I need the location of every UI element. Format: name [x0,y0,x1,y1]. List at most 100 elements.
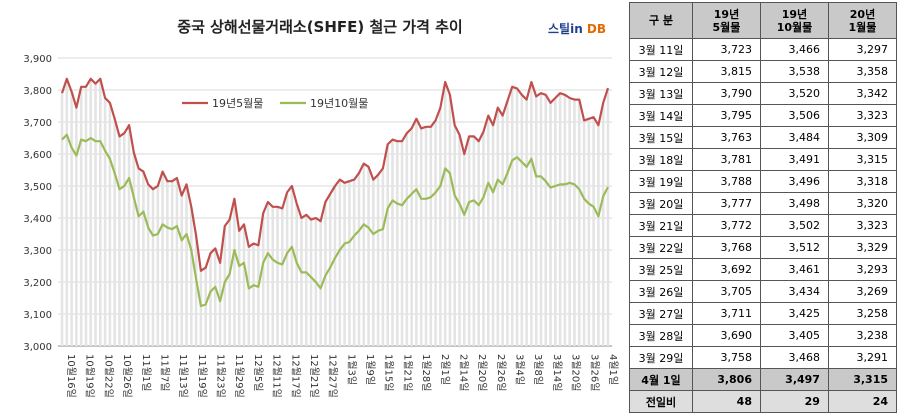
background-bar [348,181,351,346]
date-cell: 3월 13일 [629,82,693,105]
x-tick-label: 1월21일 [401,354,413,392]
y-tick-label: 3,700 [23,118,52,129]
price-cell: 3,358 [827,60,897,83]
background-bar [228,219,231,346]
background-bar [362,163,366,346]
background-bar [333,186,337,346]
background-bar [161,171,164,346]
date-cell: 4월 1일 [629,368,693,391]
price-cell: 3,434 [759,280,829,303]
diff-row: 전일비 48 29 24 [629,390,897,413]
x-tick-label: 10월19일 [84,354,96,398]
background-bar [213,248,217,346]
background-bar [458,134,461,346]
series-line-2 [61,133,609,308]
date-cell: 전일비 [629,390,693,413]
background-bar [491,125,495,346]
price-cell: 3,491 [759,148,829,171]
background-bar [573,99,576,346]
column-header: 구 분 [629,2,693,39]
background-bar [199,270,203,346]
column-header: 19년 5월물 [692,2,761,39]
price-cell: 3,315 [827,148,897,171]
price-cell: 3,502 [759,214,829,237]
price-cell: 3,758 [692,346,761,369]
date-cell: 3월 25일 [629,258,693,281]
date-cell: 3월 26일 [629,280,693,303]
background-bar [137,168,140,346]
price-cell: 3,461 [759,258,829,281]
background-bar [534,96,538,347]
price-cell: 3,497 [759,368,829,391]
background-bar [142,171,145,346]
x-tick-label: 3월26일 [588,354,600,392]
price-cell: 3,690 [692,324,761,347]
date-cell: 3월 11일 [629,38,693,61]
date-cell: 3월 18일 [629,148,693,171]
price-cell: 3,315 [827,368,897,391]
x-tick-label: 12월21일 [308,354,320,398]
x-tick-label: 11월13일 [177,354,189,398]
background-bar [429,126,433,346]
background-bar [587,118,591,346]
table-row: 3월 12일 3,815 3,538 3,358 [629,60,897,83]
background-bar [439,107,442,346]
background-bar [132,152,136,346]
x-tick-label: 1월15일 [383,354,395,392]
x-tick-label: 1월3일 [345,354,357,385]
price-cell: 3,291 [827,346,897,369]
background-bar [395,141,399,346]
background-bar [554,98,557,346]
x-axis-ticks: 10월16일 10월19일 10월22일 10월26일 11월1일 11월7일 11월13일… [65,354,619,398]
background-bar [261,213,265,346]
x-tick-label: 3월14일 [551,354,563,392]
background-bar [209,253,212,346]
x-tick-label: 2월26일 [495,354,507,392]
price-cell: 3,484 [759,126,829,149]
y-tick-label: 3,500 [23,182,52,193]
background-bar [151,189,155,346]
price-cell: 3,520 [759,82,829,105]
legend: 19년5월물 19년10월물 [182,97,368,110]
x-tick-label: 4월1일 [607,354,619,385]
background-bar [300,218,303,346]
background-bar [415,118,418,346]
background-bar [237,230,241,346]
table-row: 3월 19일 3,788 3,496 3,318 [629,170,897,193]
table-row: 3월 13일 3,790 3,520 3,342 [629,82,897,105]
background-bar [65,78,69,347]
background-bar [592,117,595,346]
table-row: 3월 28일 3,690 3,405 3,238 [629,324,897,347]
x-tick-label: 3월4일 [514,354,526,385]
date-cell: 3월 28일 [629,324,693,347]
background-bar [247,246,251,346]
brand-part2: DB [582,22,607,36]
y-tick-label: 3,400 [23,214,52,225]
brand-part1: 스틸in [548,22,583,36]
background-bar [448,94,452,346]
background-bar [309,219,313,346]
price-cell: 3,506 [759,104,829,127]
table-row: 3월 20일 3,777 3,498 3,320 [629,192,897,215]
price-cell: 3,468 [759,346,829,369]
background-bar [496,107,500,346]
x-tick-label: 12월27일 [327,354,339,398]
price-cell: 3,496 [759,170,829,193]
background-bar [367,166,370,346]
price-cell: 3,705 [692,280,761,303]
background-bar [166,181,169,346]
price-cell: 3,788 [692,170,761,193]
background-bar [477,141,480,346]
y-tick-label: 3,800 [23,86,52,97]
price-cell: 3,297 [827,38,897,61]
y-tick-label: 3,000 [23,342,52,353]
background-bar [357,173,361,346]
x-tick-label: 3월8일 [532,354,544,385]
background-bar [400,141,404,346]
background-bar [544,94,548,346]
x-tick-label: 11월1일 [140,354,152,392]
x-tick-label: 11월23일 [215,354,227,398]
background-bar [467,136,471,346]
background-bar [563,94,567,346]
y-tick-label: 3,600 [23,150,52,161]
